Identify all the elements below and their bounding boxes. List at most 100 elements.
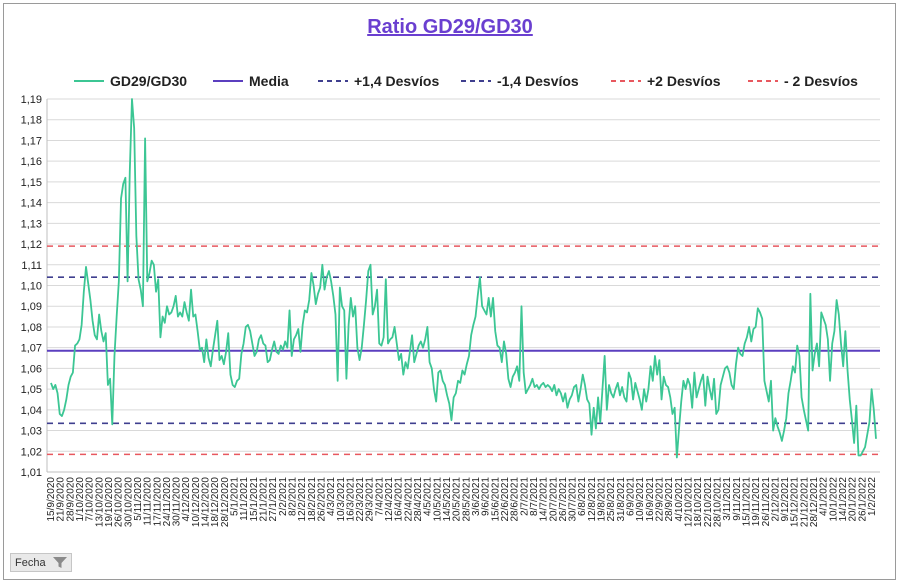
x-tick-label: 22/3/2021 — [355, 477, 366, 522]
x-tick-label: 16/4/2021 — [394, 477, 405, 522]
x-tick-label: 11/11/2020 — [143, 477, 154, 526]
x-tick-label: 18/12/2020 — [210, 477, 221, 527]
x-tick-label: 12/2/2021 — [297, 477, 308, 522]
x-tick-label: 3/6/2021 — [471, 477, 482, 516]
x-tick-label: 7/10/2020 — [85, 477, 96, 522]
x-tick-label: 4/5/2021 — [423, 477, 434, 516]
x-tick-label: 15/11/2021 — [741, 477, 752, 527]
series-layer — [50, 98, 877, 459]
y-tick-label: 1,11 — [21, 260, 42, 272]
x-tick-label: 6/8/2021 — [577, 477, 588, 516]
x-tick-label: 11/1/2021 — [239, 477, 250, 521]
x-tick-label: 2/12/2021 — [770, 477, 781, 522]
x-tick-label: 20/5/2021 — [452, 477, 463, 522]
x-tick-label: 8/2/2021 — [287, 477, 298, 516]
y-tick-label: 1,18 — [21, 115, 42, 127]
x-tick-label: 24/11/2020 — [162, 477, 173, 527]
x-tick-label: 20/1/2022 — [848, 477, 859, 522]
y-tick-label: 1,16 — [21, 156, 42, 168]
x-tick-label: 26/11/2021 — [761, 477, 772, 527]
x-tick-label: 30/11/2020 — [172, 477, 183, 527]
x-tick-label: 9/12/2021 — [780, 477, 791, 522]
x-tick-label: 21/1/2021 — [258, 477, 269, 522]
x-tick-label: 18/10/2021 — [693, 477, 704, 527]
x-tick-label: 12/4/2021 — [384, 477, 395, 522]
x-tick-label: 31/8/2021 — [616, 477, 627, 522]
legend-label: - 2 Desvíos — [784, 73, 858, 89]
y-tick-label: 1,08 — [21, 322, 42, 334]
x-tick-label: 26/1/2022 — [857, 477, 868, 522]
x-tick-label: 21/9/2020 — [56, 477, 67, 522]
x-tick-label: 26/10/2020 — [114, 477, 125, 527]
x-tick-label: 28/4/2021 — [413, 477, 424, 522]
x-tick-label: 28/9/2020 — [65, 477, 76, 522]
x-tick-label: 1/10/2020 — [75, 477, 86, 522]
funnel-icon — [53, 557, 67, 568]
x-tick-label: 30/10/2020 — [123, 477, 134, 527]
y-tick-label: 1,02 — [21, 446, 42, 458]
x-tick-label: 14/7/2021 — [539, 477, 550, 522]
x-tick-label: 28/12/2020 — [220, 477, 231, 527]
y-tick-label: 1,06 — [21, 363, 42, 375]
x-tick-label: 28/6/2021 — [510, 477, 521, 522]
series-line-gd29-gd30 — [50, 98, 877, 459]
x-tick-label: 22/4/2021 — [403, 477, 414, 522]
y-tick-label: 1,19 — [21, 94, 42, 106]
y-tick-label: 1,12 — [21, 239, 42, 251]
x-tick-label: 28/10/2021 — [712, 477, 723, 527]
filter-label: Fecha — [15, 556, 46, 569]
y-tick-label: 1,15 — [21, 177, 42, 189]
x-tick-label: 10/3/2021 — [336, 477, 347, 522]
legend: GD29/GD30 Media +1,4 Desvíos -1,4 Desvíos +2… — [74, 73, 858, 89]
x-tick-label: 5/11/2020 — [133, 477, 144, 521]
x-tick-label: 9/6/2021 — [481, 477, 492, 516]
y-tick-label: 1,14 — [21, 198, 42, 210]
reference-lines — [47, 245, 880, 456]
x-tick-label: 15/6/2021 — [490, 477, 501, 522]
x-tick-label: 14/12/2020 — [201, 477, 212, 527]
x-tick-label: 19/10/2020 — [104, 477, 115, 527]
chart-title: Ratio GD29/GD30 — [367, 16, 533, 38]
x-tick-label: 10/5/2021 — [432, 477, 443, 522]
x-tick-label: 22/10/2021 — [703, 477, 714, 527]
x-tick-label: 1/2/2022 — [867, 477, 878, 516]
x-tick-label: 16/3/2021 — [345, 477, 356, 522]
x-tick-label: 15/9/2020 — [46, 477, 57, 522]
x-tick-label: 26/7/2021 — [558, 477, 569, 522]
x-tick-label: 13/10/2020 — [94, 477, 105, 527]
x-tick-label: 22/6/2021 — [500, 477, 511, 522]
y-tick-label: 1,07 — [21, 343, 42, 355]
y-tick-label: 1,01 — [21, 467, 42, 479]
x-tick-label: 17/11/2020 — [152, 477, 163, 527]
y-tick-label: 1,04 — [21, 405, 42, 417]
y-tick-label: 1,17 — [21, 135, 42, 147]
x-tick-label: 29/3/2021 — [365, 477, 376, 522]
x-tick-label: 12/10/2021 — [683, 477, 694, 527]
x-tick-label: 28/5/2021 — [461, 477, 472, 522]
x-tick-label: 28/9/2021 — [664, 477, 675, 522]
x-tick-label: 2/2/2021 — [278, 477, 289, 516]
legend-label: +1,4 Desvíos — [354, 73, 439, 89]
y-tick-label: 1,10 — [21, 281, 42, 293]
y-tick-label: 1,05 — [21, 384, 42, 396]
x-tick-label: 14/5/2021 — [442, 477, 453, 522]
x-tick-label: 9/11/2021 — [732, 477, 743, 521]
date-filter-button[interactable]: Fecha — [10, 553, 72, 572]
x-tick-label: 30/7/2021 — [568, 477, 579, 522]
x-tick-label: 19/8/2021 — [597, 477, 608, 522]
x-tick-label: 6/9/2021 — [626, 477, 637, 516]
x-tick-label: 2/7/2021 — [519, 477, 530, 516]
x-tick-label: 8/7/2021 — [529, 477, 540, 516]
x-tick-label: 15/1/2021 — [249, 477, 260, 522]
x-axis-ticks: 15/9/202021/9/202028/9/20201/10/20207/10… — [46, 477, 878, 528]
x-tick-label: 28/12/2021 — [809, 477, 820, 527]
legend-label: GD29/GD30 — [110, 73, 187, 89]
x-tick-label: 7/4/2021 — [374, 477, 385, 516]
x-tick-label: 5/1/2021 — [230, 477, 241, 516]
x-tick-label: 19/11/2021 — [751, 477, 762, 527]
x-tick-label: 21/12/2021 — [799, 477, 810, 527]
legend-label: Media — [249, 73, 289, 89]
x-tick-label: 10/1/2022 — [828, 477, 839, 522]
x-tick-label: 4/12/2020 — [181, 477, 192, 522]
